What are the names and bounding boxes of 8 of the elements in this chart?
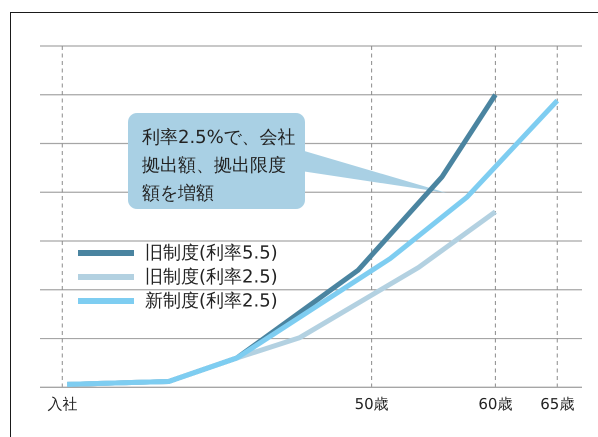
x-tick-label: 入社 xyxy=(47,395,78,413)
x-tick-label: 65歳 xyxy=(540,395,574,413)
annotation: 利率2.5%で、会社拠出額、拠出限度額を増額 xyxy=(142,127,296,204)
legend-label: 新制度(利率2.5) xyxy=(145,290,278,312)
legend-label: 旧制度(利率2.5) xyxy=(145,266,278,288)
x-tick-label: 60歳 xyxy=(478,395,512,413)
legend-label: 旧制度(利率5.5) xyxy=(145,242,278,264)
x-tick-label: 50歳 xyxy=(354,395,389,413)
